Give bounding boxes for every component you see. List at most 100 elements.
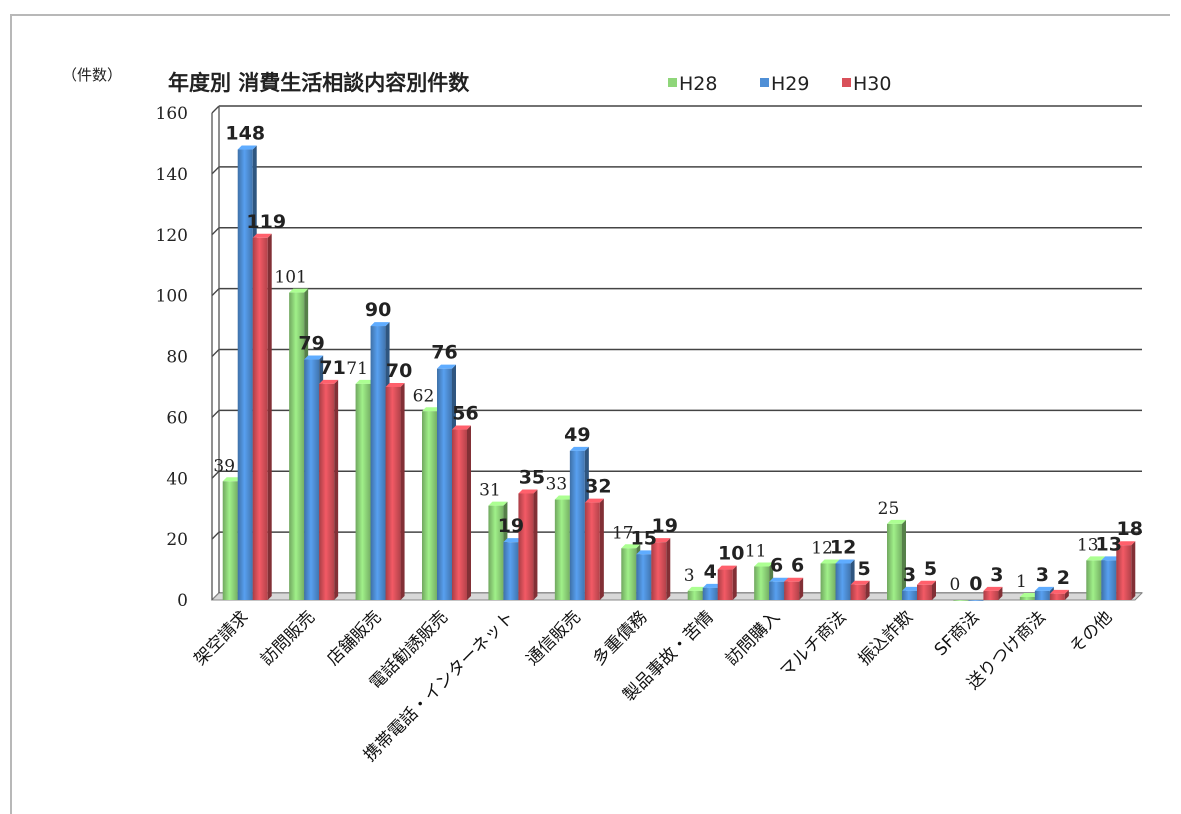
data-label-h30: 71	[319, 357, 345, 379]
data-label-h29: 49	[564, 424, 590, 446]
bar-top	[1086, 556, 1106, 561]
data-label-h29: 12	[830, 536, 856, 558]
bar-top	[355, 379, 375, 384]
bar-side	[666, 538, 671, 600]
data-label-h29: 4	[704, 561, 717, 583]
bar-h28	[488, 505, 504, 600]
gridline-depth	[211, 531, 220, 540]
bars	[222, 145, 1136, 601]
bar-top	[385, 382, 405, 387]
y-axis: 0 20 40 60 80 100 120 140 160	[156, 104, 220, 611]
data-label-h28: 33	[546, 475, 568, 495]
data-label-h30: 119	[246, 211, 286, 233]
bar-h30	[319, 383, 335, 600]
bar-h30	[385, 386, 401, 600]
bar-side	[732, 565, 737, 600]
bar-top	[769, 577, 789, 582]
bar-h29	[237, 149, 253, 600]
y-tick-label: 60	[166, 408, 188, 428]
bar-side	[1064, 589, 1069, 600]
data-label-h30: 5	[924, 558, 937, 580]
bar-top	[902, 586, 921, 591]
bar-h29	[1034, 590, 1050, 600]
y-tick-label: 120	[156, 226, 188, 246]
bar-top	[835, 559, 855, 564]
gridline-depth	[211, 166, 220, 175]
bar-top	[584, 498, 604, 503]
bar-side	[400, 382, 405, 600]
bar-side	[1131, 541, 1136, 600]
data-label-h28: 101	[274, 268, 306, 288]
chart-title: 年度別 消費生活相談内容別件数	[168, 71, 470, 95]
data-label-h28: 11	[745, 542, 767, 562]
bar-h28	[621, 548, 637, 600]
x-tick-label: 振込詐欺	[855, 607, 917, 669]
data-label-h28: 1	[1016, 572, 1027, 592]
bar-top	[636, 550, 656, 555]
y-tick-label: 80	[166, 348, 188, 368]
gridline-depth	[211, 227, 220, 236]
bar-h30	[252, 237, 268, 600]
bar-h30	[784, 581, 800, 600]
bar-top	[1101, 556, 1121, 561]
bar-h29	[304, 359, 320, 600]
bar-top	[651, 538, 671, 543]
bar-top	[687, 586, 707, 591]
x-tick-label: 店舗販売	[323, 607, 385, 669]
data-label-h29: 15	[631, 527, 657, 549]
bar-h30	[1116, 545, 1132, 600]
bar-top	[252, 233, 272, 238]
bar-top	[621, 544, 641, 549]
x-tick-label: 通信販売	[523, 607, 585, 669]
y-tick-label: 20	[166, 530, 188, 550]
bar-h28	[1019, 596, 1035, 600]
bar-top	[222, 477, 242, 482]
data-label-h29: 90	[365, 299, 391, 321]
gridline-depth	[211, 470, 220, 479]
bar-h30	[452, 429, 467, 600]
data-label-h30: 32	[585, 476, 611, 498]
data-label-h28: 0	[950, 575, 961, 595]
x-tick-label: SF商法	[931, 607, 984, 660]
data-label-h28: 13	[1077, 535, 1099, 555]
bar-side	[799, 577, 804, 600]
bar-top	[784, 577, 804, 582]
bar-top	[917, 580, 936, 585]
bar-side	[334, 379, 339, 600]
data-label-h29: 79	[298, 333, 324, 355]
legend-swatch-h30	[842, 78, 851, 87]
bar-h29	[835, 563, 851, 600]
bar-h29	[902, 590, 917, 600]
y-tick-label: 0	[177, 591, 188, 611]
data-label-h30: 2	[1057, 567, 1070, 589]
data-label-h30: 56	[452, 403, 478, 425]
bar-side	[865, 580, 870, 600]
bar-h28	[687, 590, 703, 600]
data-label-h29: 3	[903, 564, 916, 586]
chart-frame	[10, 14, 1170, 814]
bar-h30	[917, 584, 932, 600]
legend-label-h29: H29	[771, 73, 809, 95]
bar-top	[518, 489, 538, 494]
data-label-h28: 25	[878, 499, 900, 519]
data-label-h30: 35	[519, 466, 545, 488]
gridline-depth	[211, 288, 220, 297]
bar-top	[1034, 586, 1054, 591]
data-label-h29: 76	[431, 342, 457, 364]
y-tick-label: 140	[156, 165, 188, 185]
bar-h30	[1049, 593, 1065, 600]
bar-h29	[636, 554, 652, 600]
data-label-h28: 71	[346, 359, 368, 379]
bar-top	[304, 355, 324, 360]
bar-h28	[820, 563, 836, 600]
bar-h28	[422, 411, 437, 600]
data-label-h30: 19	[652, 515, 678, 537]
bar-h29	[702, 587, 718, 600]
bar-h28	[1086, 560, 1102, 600]
bar-h29	[569, 450, 585, 600]
bar-top	[488, 501, 508, 506]
legend-swatch-h29	[760, 78, 769, 87]
bar-top	[1116, 541, 1136, 546]
